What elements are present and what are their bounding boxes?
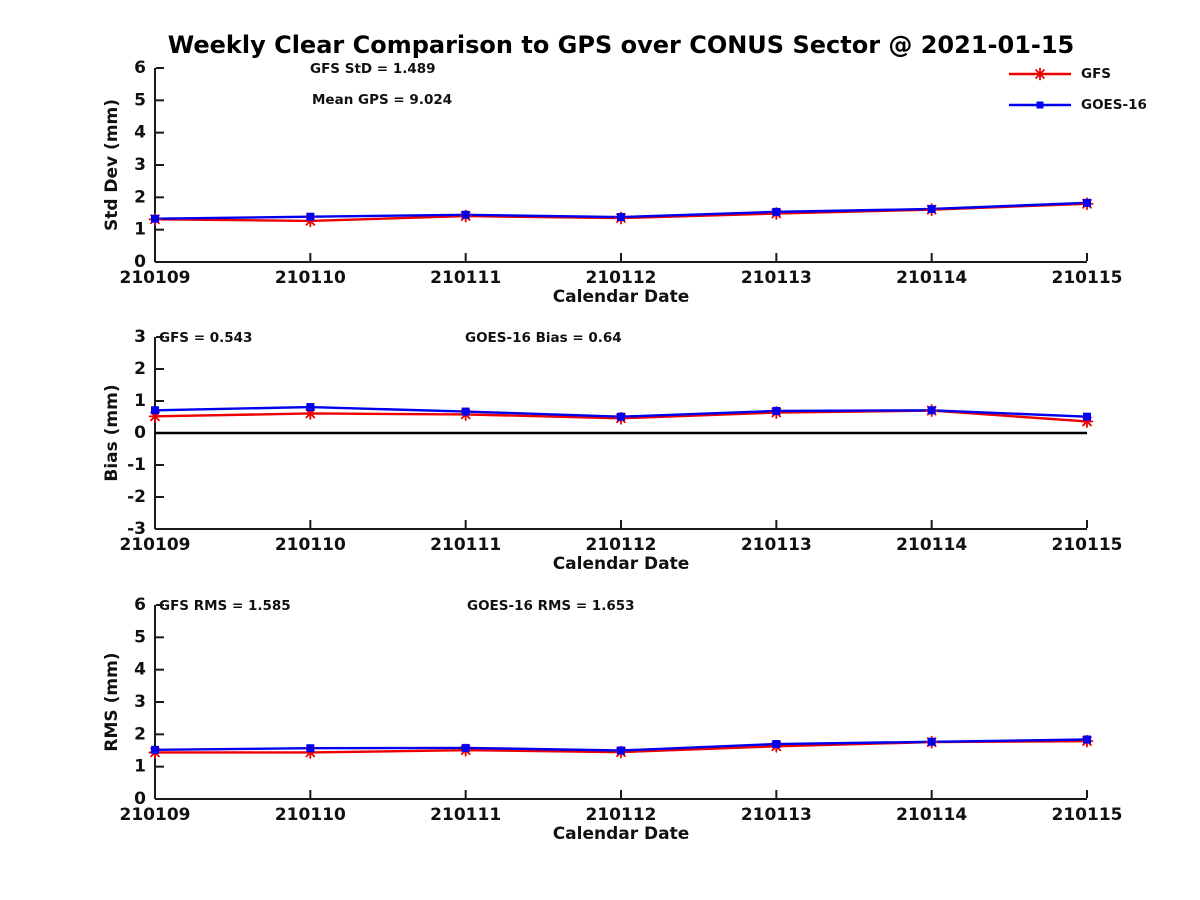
y-axis-title-rms: RMS (mm) <box>102 652 122 751</box>
goes16-marker-bias <box>927 406 936 415</box>
subplot-rms: 0 1 2 3 4 5 6 210109 210110 210111 210112 210113 210… <box>102 595 1122 844</box>
x-tick-label: 210112 <box>586 535 657 555</box>
x-tick-label: 210111 <box>430 535 501 555</box>
x-tick-label: 210115 <box>1052 535 1123 555</box>
x-tick-label: 210115 <box>1052 268 1123 288</box>
gfs-marker-bias <box>303 407 317 420</box>
subplot-stddev: 0 1 2 3 4 5 6 210109 210110 210111 210112 210113 210… <box>102 58 1122 307</box>
goes16-marker-stddev <box>306 212 315 221</box>
legend-label-goes16: GOES-16 <box>1081 96 1147 113</box>
subplot-bias: -3 -2 -1 0 1 2 3 210109 210110 210111 210112 210113… <box>102 327 1122 574</box>
goes16-marker-bias <box>151 406 159 415</box>
x-tick-label: 210109 <box>120 268 191 288</box>
goes16-marker-rms <box>151 745 159 754</box>
goes16-marker-stddev <box>1083 198 1091 207</box>
annotation-stddev-1: Mean GPS = 9.024 <box>312 92 452 108</box>
y-tick-label: 1 <box>134 391 146 411</box>
x-axis-title-rms: Calendar Date <box>553 824 690 844</box>
x-tick-label: 210115 <box>1052 805 1123 825</box>
x-tick-label: 210113 <box>741 268 812 288</box>
y-tick-label: 5 <box>134 90 146 110</box>
gfs-legend-marker-icon <box>1033 67 1047 80</box>
goes16-marker-rms <box>306 744 315 753</box>
y-tick-label: 4 <box>134 660 146 680</box>
y-tick-label: 6 <box>134 595 146 615</box>
y-tick-label: -3 <box>127 519 146 539</box>
gfs-marker-stddev <box>303 214 317 228</box>
goes16-marker-rms <box>461 743 470 752</box>
annotation-stddev-0: GFS StD = 1.489 <box>310 61 436 77</box>
goes16-marker-rms <box>927 737 936 746</box>
x-tick-label: 210112 <box>586 805 657 825</box>
y-tick-label: 5 <box>134 627 146 647</box>
goes16-marker-bias <box>1083 412 1091 421</box>
y-tick-label: 1 <box>134 220 146 240</box>
legend-item-gfs: GFS <box>1008 58 1147 89</box>
y-tick-label: 3 <box>134 692 146 712</box>
x-tick-label: 210111 <box>430 268 501 288</box>
x-tick-label: 210110 <box>275 268 346 288</box>
goes16-marker-rms <box>772 740 781 749</box>
y-tick-label: 6 <box>134 58 146 78</box>
legend-item-goes16: GOES-16 <box>1008 89 1147 120</box>
x-tick-label: 210110 <box>275 805 346 825</box>
y-tick-label: 0 <box>134 252 146 272</box>
x-tick-label: 210114 <box>896 535 967 555</box>
goes16-marker-stddev <box>617 213 625 222</box>
annotation-rms-1: GOES-16 RMS = 1.653 <box>467 598 635 614</box>
x-axis-title-stddev: Calendar Date <box>553 287 690 307</box>
y-tick-label: 0 <box>134 789 146 809</box>
gfs-line-sample-icon <box>1009 67 1071 80</box>
gfs-marker-rms <box>303 746 317 759</box>
annotation-bias-1: GOES-16 Bias = 0.64 <box>465 330 622 346</box>
x-tick-label: 210109 <box>120 805 191 825</box>
goes16-line-sample-icon <box>1009 101 1071 108</box>
x-tick-label: 210113 <box>741 535 812 555</box>
x-tick-label: 210114 <box>896 268 967 288</box>
x-tick-label: 210109 <box>120 535 191 555</box>
goes16-legend-marker-icon <box>1036 101 1044 108</box>
y-tick-label: 0 <box>134 423 146 443</box>
y-tick-label: 3 <box>134 155 146 175</box>
y-axis-title-stddev: Std Dev (mm) <box>102 99 122 231</box>
annotation-rms-0: GFS RMS = 1.585 <box>159 598 291 614</box>
chart-title: Weekly Clear Comparison to GPS over CONU… <box>167 31 1075 59</box>
goes16-marker-bias <box>617 412 625 421</box>
x-tick-label: 210110 <box>275 535 346 555</box>
legend-label-gfs: GFS <box>1081 65 1112 82</box>
x-tick-label: 210111 <box>430 805 501 825</box>
x-tick-label: 210114 <box>896 805 967 825</box>
y-tick-label: 3 <box>134 327 146 347</box>
goes16-marker-stddev <box>772 207 781 216</box>
y-tick-label: 2 <box>134 724 146 744</box>
goes16-marker-bias <box>461 407 470 416</box>
goes16-marker-stddev <box>151 214 159 223</box>
y-axis-title-bias: Bias (mm) <box>102 384 122 481</box>
goes16-marker-bias <box>772 406 781 415</box>
legend: GFS GOES-16 <box>1008 58 1147 120</box>
y-tick-label: 2 <box>134 187 146 207</box>
goes16-marker-rms <box>1083 735 1091 744</box>
y-tick-label: 4 <box>134 123 146 143</box>
gfs-marker-bias <box>1080 415 1094 428</box>
y-tick-label: 1 <box>134 757 146 777</box>
y-tick-label: -2 <box>127 487 146 507</box>
x-tick-label: 210112 <box>586 268 657 288</box>
x-axis-title-bias: Calendar Date <box>553 554 690 574</box>
goes16-marker-bias <box>306 403 315 412</box>
annotation-bias-0: GFS = 0.543 <box>159 330 252 346</box>
x-tick-label: 210113 <box>741 805 812 825</box>
gfs-marker-bias <box>148 409 162 423</box>
goes16-marker-rms <box>617 746 625 755</box>
goes16-marker-stddev <box>461 210 470 219</box>
y-tick-label: 2 <box>134 359 146 379</box>
y-tick-label: -1 <box>127 455 146 475</box>
goes16-marker-stddev <box>927 204 936 213</box>
